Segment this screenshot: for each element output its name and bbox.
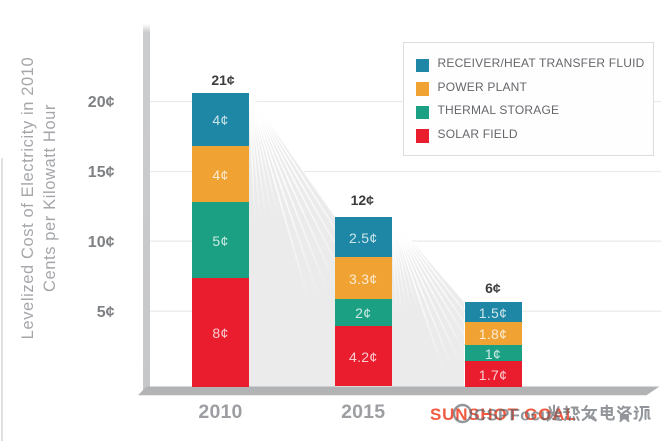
svg-text:CSPFocus: CSPFocus: [474, 406, 561, 425]
